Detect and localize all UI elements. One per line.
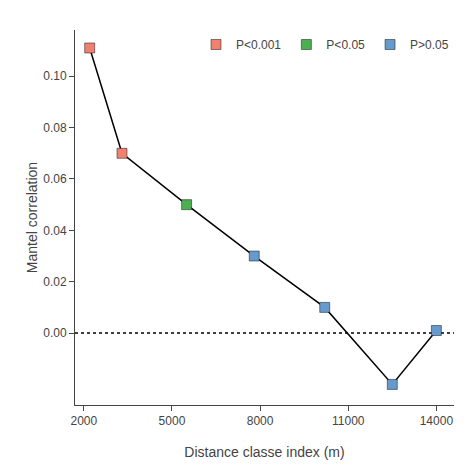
svg-text:P>0.05: P>0.05: [410, 38, 449, 52]
svg-text:P<0.001: P<0.001: [236, 38, 281, 52]
svg-text:2000: 2000: [70, 414, 97, 428]
svg-text:0.04: 0.04: [43, 224, 67, 238]
svg-text:14000: 14000: [420, 414, 454, 428]
svg-text:0.08: 0.08: [43, 121, 67, 135]
svg-text:Distance classe index (m): Distance classe index (m): [184, 444, 344, 460]
svg-text:Mantel correlation: Mantel correlation: [24, 162, 40, 273]
svg-text:5000: 5000: [159, 414, 186, 428]
svg-text:0.02: 0.02: [43, 275, 67, 289]
svg-text:0.00: 0.00: [43, 326, 67, 340]
svg-text:11000: 11000: [332, 414, 365, 428]
svg-text:0.06: 0.06: [43, 172, 67, 186]
svg-text:0.10: 0.10: [43, 69, 67, 83]
svg-text:P<0.05: P<0.05: [326, 38, 365, 52]
svg-text:8000: 8000: [247, 414, 274, 428]
